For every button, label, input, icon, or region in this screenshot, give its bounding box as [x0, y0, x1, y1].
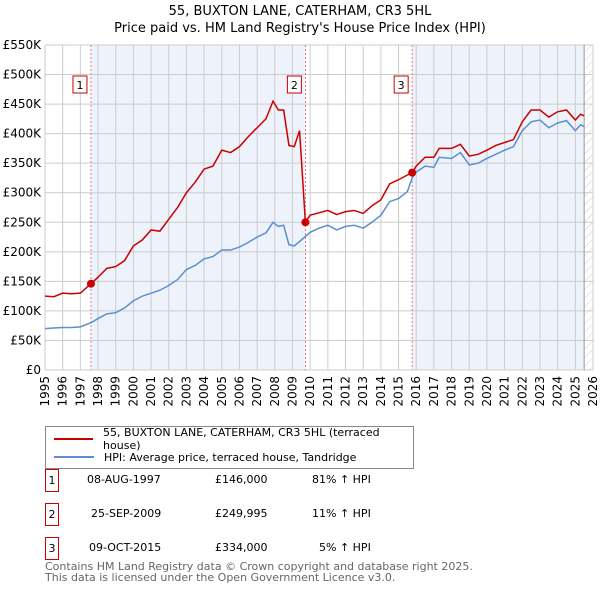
transaction-price: £146,000 [215, 473, 268, 486]
sale-marker-label: 3 [398, 79, 405, 92]
y-tick-label: £300K [3, 186, 43, 200]
shaded-period [90, 45, 306, 370]
x-tick-label: 1998 [91, 376, 105, 407]
transaction-marker: 2 [45, 503, 59, 526]
transaction-price: £249,995 [215, 507, 268, 520]
x-tick-label: 2007 [250, 376, 264, 407]
transaction-price: £334,000 [215, 541, 268, 554]
shaded-period [412, 45, 585, 370]
x-tick-label: 2019 [462, 376, 476, 407]
x-tick-label: 2009 [285, 376, 299, 407]
x-tick-label: 2008 [268, 376, 282, 407]
x-tick-label: 2011 [321, 376, 335, 407]
x-tick-label: 2015 [392, 376, 406, 407]
x-tick-label: 2025 [568, 376, 582, 407]
transaction-date: 08-AUG-1997 [87, 473, 161, 486]
x-tick-label: 2024 [551, 376, 565, 407]
x-tick-label: 2010 [303, 376, 317, 407]
x-tick-label: 2013 [356, 376, 370, 407]
sale-marker-box [393, 75, 409, 94]
y-tick-label: £250K [3, 215, 43, 229]
y-tick-label: £150K [3, 274, 43, 288]
y-tick-label: £0 [26, 363, 41, 377]
transaction-hpi: 11% ↑ HPI [312, 507, 371, 520]
y-tick-label: £450K [3, 97, 43, 111]
legend: 55, BUXTON LANE, CATERHAM, CR3 5HL (terr… [45, 426, 414, 469]
x-tick-label: 2022 [515, 376, 529, 407]
y-tick-label: £400K [3, 127, 43, 141]
x-tick-label: 2006 [232, 376, 246, 407]
x-tick-label: 2001 [144, 376, 158, 407]
x-tick-label: 2005 [215, 376, 229, 407]
y-tick-label: £550K [3, 38, 43, 52]
x-tick-label: 2014 [374, 376, 388, 407]
x-tick-label: 2017 [427, 376, 441, 407]
y-tick-label: £50K [10, 333, 42, 347]
footer-text: Contains HM Land Registry data © Crown c… [45, 561, 473, 583]
chart-title: 55, BUXTON LANE, CATERHAM, CR3 5HL [168, 4, 432, 19]
x-tick-label: 2018 [445, 376, 459, 407]
x-tick-label: 2003 [179, 376, 193, 407]
sale-marker-label: 1 [76, 79, 83, 92]
y-tick-label: £100K [3, 304, 43, 318]
transaction-row: 1 08-AUG-1997 £146,000 81% ↑ HPI [45, 469, 445, 492]
transaction-hpi: 5% ↑ HPI [319, 541, 371, 554]
hpi-line [44, 119, 585, 330]
sale-point [301, 218, 310, 227]
legend-property-label: 55, BUXTON LANE, CATERHAM, CR3 5HL (terr… [103, 426, 380, 452]
x-tick-label: 2000 [126, 376, 140, 407]
x-tick-label: 1995 [38, 376, 52, 407]
price-chart: 1995 1996 1997 1998 1999 2000 2001 2002 2003 2004… [3, 38, 600, 407]
x-tick-label: 2002 [162, 376, 176, 407]
x-tick-label: 1996 [56, 376, 70, 407]
x-tick-label: 2021 [498, 376, 512, 407]
x-tick-label: 2012 [339, 376, 353, 407]
x-tick-label: 1997 [73, 376, 87, 407]
footer-line2: This data is licensed under the Open Gov… [45, 571, 396, 584]
transaction-row: 2 25-SEP-2009 £249,995 11% ↑ HPI [45, 503, 445, 526]
x-tick-label: 2004 [197, 376, 211, 407]
x-tick-label: 1999 [109, 376, 123, 407]
transaction-marker: 1 [45, 469, 59, 492]
transaction-date: 25-SEP-2009 [91, 507, 162, 520]
x-tick-label: 2020 [480, 376, 494, 407]
sale-marker-label: 2 [291, 79, 298, 92]
sale-marker-box [72, 75, 88, 94]
legend-hpi-label: HPI: Average price, terraced house, Tand… [104, 450, 357, 464]
property-line [44, 99, 585, 298]
legend-hpi: HPI: Average price, terraced house, Tand… [54, 450, 356, 464]
transaction-marker: 3 [45, 537, 59, 560]
sale-point [408, 168, 417, 177]
y-tick-label: £200K [3, 245, 43, 259]
sale-marker-box [286, 75, 302, 94]
y-tick-label: £350K [3, 156, 43, 170]
x-tick-label: 2026 [586, 376, 600, 407]
x-tick-label: 2016 [409, 376, 423, 407]
projection-hatch [584, 45, 593, 370]
transaction-row: 3 09-OCT-2015 £334,000 5% ↑ HPI [45, 537, 445, 560]
chart-subtitle: Price paid vs. HM Land Registry's House … [114, 21, 486, 36]
sale-point [86, 279, 95, 288]
transaction-date: 09-OCT-2015 [89, 541, 162, 554]
x-tick-label: 2023 [533, 376, 547, 407]
footer-line1: Contains HM Land Registry data © Crown c… [45, 560, 473, 573]
legend-property: 55, BUXTON LANE, CATERHAM, CR3 5HL (terr… [54, 426, 413, 452]
transaction-hpi: 81% ↑ HPI [312, 473, 371, 486]
y-tick-label: £500K [3, 68, 43, 82]
